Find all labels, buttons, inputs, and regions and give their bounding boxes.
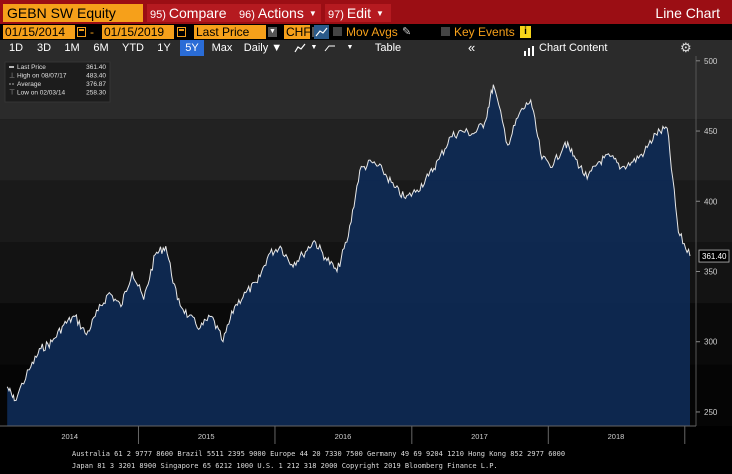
- x-tick-label: 2018: [608, 432, 625, 441]
- x-tick-label: 2014: [61, 432, 78, 441]
- settings-bar: 01/15/2014 - 01/15/2019 Last Price ▼ CHF…: [0, 24, 732, 40]
- background-band: [0, 58, 732, 120]
- legend-value: 258.30: [86, 90, 106, 97]
- chevron-down-icon[interactable]: ▼: [310, 44, 318, 51]
- y-axis: 250 300 350 400 450 500 361.40: [695, 56, 730, 426]
- mov-avgs-checkbox[interactable]: [333, 27, 342, 36]
- y-tick-label: 250: [704, 408, 718, 417]
- legend-value: 483.40: [86, 73, 106, 80]
- legend[interactable]: Last Price 361.40 ⊥ High on 08/07/17 483.40 A…: [4, 61, 111, 103]
- gear-icon[interactable]: ⚙: [680, 40, 692, 55]
- background-band: [0, 56, 732, 58]
- command-bar: GEBN SW Equity 95) Compare 96) Actions ▼ 97…: [0, 0, 732, 24]
- period-1d[interactable]: 1D: [8, 42, 24, 54]
- start-date-field[interactable]: 01/15/2014: [3, 25, 75, 39]
- price-field-select[interactable]: Last Price: [194, 25, 266, 39]
- period-6m[interactable]: 6M: [93, 42, 109, 54]
- calendar-icon[interactable]: [77, 27, 86, 37]
- mov-avgs-label: Mov Avgs: [346, 25, 398, 39]
- compare-button[interactable]: 95) Compare: [147, 4, 242, 22]
- last-price-label: 361.40: [702, 252, 727, 261]
- edit-label: Edit: [346, 5, 372, 21]
- table-button[interactable]: Table: [374, 42, 402, 54]
- actions-label: Actions: [257, 5, 304, 21]
- footer: Australia 61 2 9777 8600 Brazil 5511 239…: [0, 446, 732, 474]
- chart-style-icon[interactable]: [293, 40, 307, 56]
- x-tick-label: 2017: [471, 432, 488, 441]
- chevron-down-icon: ▼: [308, 9, 317, 18]
- legend-box: [4, 61, 111, 103]
- legend-low-marker: ⊤: [9, 90, 15, 97]
- legend-label: Last Price: [17, 64, 46, 71]
- price-chart[interactable]: 250 300 350 400 450 500 361.40 2014 2015 2016 201…: [0, 56, 732, 474]
- y-tick-label: 350: [704, 267, 718, 276]
- edit-menu[interactable]: 97) Edit ▼: [325, 4, 391, 22]
- x-axis-band: [0, 426, 732, 446]
- actions-number: 96): [239, 9, 255, 21]
- currency-select[interactable]: CHF: [284, 25, 310, 39]
- period-1m[interactable]: 1M: [64, 42, 80, 54]
- line-chart-icon[interactable]: [314, 25, 329, 39]
- edit-number: 97): [328, 9, 344, 21]
- line-style-icon[interactable]: [323, 40, 337, 56]
- chart-type-title: Line Chart: [655, 5, 720, 21]
- chevron-down-icon[interactable]: ▼: [346, 44, 354, 51]
- collapse-icon[interactable]: «: [468, 40, 476, 55]
- price-line: [6, 84, 691, 402]
- footer-contacts-line1: Australia 61 2 9777 8600 Brazil 5511 239…: [72, 450, 565, 458]
- frequency-select[interactable]: Daily ▼: [243, 42, 283, 54]
- compare-label: Compare: [168, 5, 227, 21]
- y-tick-label: 450: [704, 127, 718, 136]
- chart-content-icon[interactable]: [524, 43, 534, 56]
- chevron-down-icon[interactable]: ▼: [268, 27, 277, 37]
- price-area: [7, 84, 690, 426]
- ticker-input[interactable]: GEBN SW Equity: [3, 4, 143, 22]
- period-bar: 1D 3D 1M 6M YTD 1Y 5Y Max Daily ▼ ▼ ▼ Ta…: [0, 40, 732, 56]
- x-tick-label: 2016: [335, 432, 352, 441]
- legend-high-marker: ⊥: [9, 73, 15, 80]
- calendar-icon[interactable]: [177, 27, 186, 37]
- period-ytd[interactable]: YTD: [122, 42, 144, 54]
- y-tick-label: 500: [704, 57, 718, 66]
- chevron-down-icon: ▼: [376, 9, 384, 18]
- pencil-icon[interactable]: ✎: [402, 26, 412, 38]
- period-max[interactable]: Max: [211, 42, 233, 54]
- y-tick-label: 400: [704, 197, 718, 206]
- actions-menu[interactable]: 96) Actions ▼: [236, 4, 321, 22]
- legend-label: High on 08/07/17: [17, 73, 67, 80]
- compare-number: 95): [150, 9, 166, 21]
- chart-content-label[interactable]: Chart Content: [539, 42, 608, 54]
- key-events-checkbox[interactable]: [441, 27, 450, 36]
- period-5y[interactable]: 5Y: [180, 40, 204, 56]
- footer-band: [0, 446, 732, 474]
- legend-value: 376.87: [86, 81, 106, 88]
- key-events-label: Key Events: [454, 25, 515, 39]
- info-icon[interactable]: i: [520, 26, 531, 38]
- x-tick-label: 2015: [198, 432, 215, 441]
- area-series: [6, 84, 691, 426]
- legend-value: 361.40: [86, 64, 106, 71]
- legend-label: Low on 02/03/14: [17, 90, 65, 97]
- footer-contacts-line2: Japan 81 3 3201 8900 Singapore 65 6212 1…: [72, 462, 498, 470]
- date-range-dash: -: [90, 25, 94, 39]
- last-price-tag: [698, 249, 730, 263]
- period-3d[interactable]: 3D: [36, 42, 52, 54]
- period-1y[interactable]: 1Y: [157, 42, 171, 54]
- y-tick-label: 300: [704, 338, 718, 347]
- end-date-field[interactable]: 01/15/2019: [102, 25, 174, 39]
- legend-label: Average: [17, 81, 41, 88]
- x-axis: 2014 2015 2016 2017 2018: [0, 425, 732, 446]
